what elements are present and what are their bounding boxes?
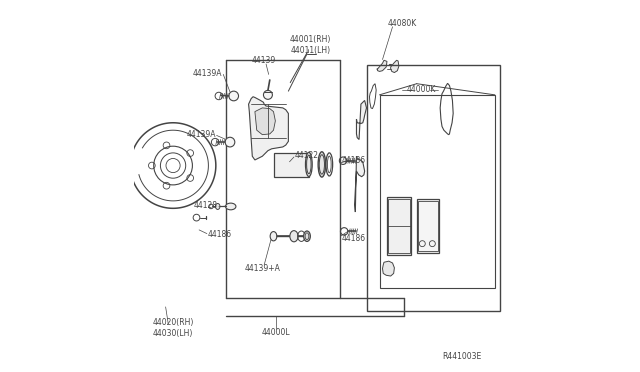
Circle shape — [225, 137, 235, 147]
Polygon shape — [377, 60, 387, 71]
Circle shape — [229, 91, 239, 101]
Bar — [417, 199, 439, 253]
Bar — [273, 153, 309, 177]
Polygon shape — [390, 60, 399, 73]
Ellipse shape — [225, 203, 236, 210]
Ellipse shape — [318, 152, 326, 177]
Text: 44080K: 44080K — [387, 19, 417, 28]
Circle shape — [264, 90, 273, 99]
Text: 44186: 44186 — [207, 230, 232, 239]
Text: 44186: 44186 — [341, 234, 365, 243]
Ellipse shape — [270, 231, 277, 241]
Polygon shape — [356, 100, 367, 140]
Text: 44139+A: 44139+A — [244, 264, 280, 273]
Text: 44000L: 44000L — [262, 328, 291, 337]
Polygon shape — [383, 261, 394, 276]
Text: 44139A: 44139A — [193, 69, 223, 78]
Text: 44186: 44186 — [341, 156, 365, 165]
Text: 44122: 44122 — [294, 151, 319, 160]
Text: 44139: 44139 — [252, 56, 276, 65]
Bar — [387, 197, 411, 255]
Text: 44001(RH)
44011(LH): 44001(RH) 44011(LH) — [290, 35, 332, 55]
Bar — [388, 199, 410, 253]
Polygon shape — [255, 108, 275, 135]
Ellipse shape — [216, 203, 220, 209]
Ellipse shape — [305, 153, 312, 177]
Polygon shape — [248, 97, 289, 160]
Ellipse shape — [290, 231, 298, 242]
Text: 44128: 44128 — [194, 201, 218, 210]
Bar — [418, 201, 438, 251]
Text: R441003E: R441003E — [443, 352, 482, 361]
Text: 44139A: 44139A — [186, 130, 216, 139]
Bar — [367, 65, 500, 311]
Bar — [380, 95, 495, 288]
Polygon shape — [355, 156, 365, 212]
Text: 44000K: 44000K — [406, 85, 436, 94]
Text: 44020(RH)
44030(LH): 44020(RH) 44030(LH) — [152, 318, 194, 338]
Ellipse shape — [303, 231, 310, 241]
